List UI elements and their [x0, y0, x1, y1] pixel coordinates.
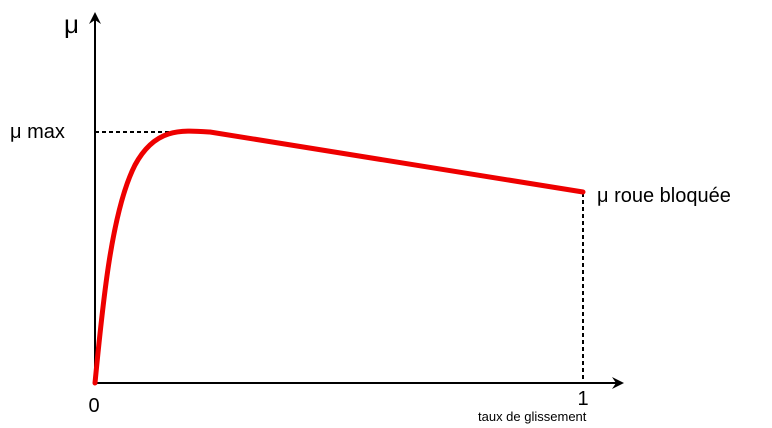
x-axis-label: taux de glissement: [478, 409, 587, 424]
x-origin-label: 0: [88, 395, 99, 417]
y-axis-label: μ: [64, 9, 79, 39]
x-end-label: 1: [577, 388, 588, 410]
max-label: μ max: [10, 121, 65, 143]
locked-label: μ roue bloquée: [597, 185, 731, 207]
friction-curve: [92, 128, 586, 386]
